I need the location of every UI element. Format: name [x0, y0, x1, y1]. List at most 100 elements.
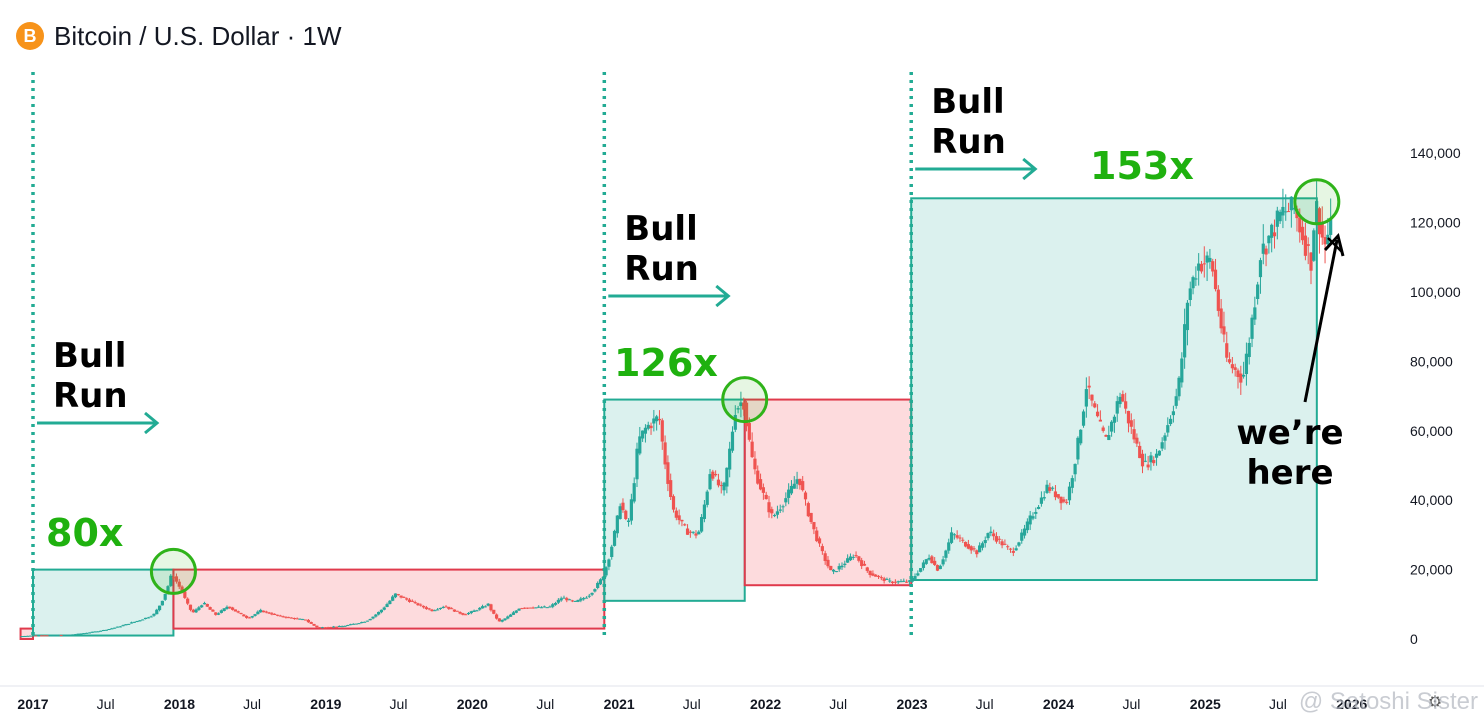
candle-body	[688, 531, 692, 533]
candle-body	[31, 635, 35, 637]
candle-body	[537, 606, 541, 608]
candle-body	[28, 635, 32, 637]
candle-body	[494, 614, 499, 619]
candle-body	[669, 480, 673, 498]
candle-body	[143, 617, 148, 620]
candle-body	[576, 599, 580, 602]
candle-body	[1298, 217, 1302, 233]
candle-body	[42, 635, 47, 637]
candle-body	[216, 613, 221, 615]
candle-body	[441, 606, 445, 608]
candle-body	[1143, 460, 1147, 462]
chart-title: Bitcoin / U.S. Dollar · 1W	[54, 20, 342, 51]
candle-body	[433, 610, 437, 612]
candle-body	[784, 498, 788, 503]
candle-body	[107, 629, 111, 631]
candle-body	[1202, 263, 1206, 265]
candle-body	[427, 608, 431, 610]
candle-body	[62, 634, 66, 636]
candle-body	[1121, 394, 1125, 402]
settings-icon[interactable]: ⚙	[1427, 694, 1443, 711]
y-tick-label: 140,000	[1410, 145, 1461, 161]
candle-body	[1188, 288, 1192, 300]
candle-body	[253, 614, 257, 616]
candle-body	[82, 633, 86, 635]
candle-body	[787, 489, 791, 498]
candle-body	[163, 593, 167, 600]
candle-body	[708, 474, 712, 490]
candle-body	[885, 578, 889, 580]
candle-body	[1208, 257, 1212, 262]
candle-body	[1160, 442, 1164, 449]
candle-body	[76, 633, 80, 635]
candle-body	[360, 622, 364, 624]
candle-body	[357, 623, 361, 625]
candle-body	[649, 425, 653, 429]
candle-body	[1281, 206, 1285, 216]
candle-body	[820, 546, 824, 552]
candle-body	[304, 619, 308, 621]
candle-body	[1227, 359, 1232, 363]
candle-body	[952, 534, 956, 536]
bull-run-label: Run	[624, 249, 699, 289]
candle-body	[660, 420, 664, 442]
candle-body	[127, 623, 131, 625]
candle-body	[1211, 261, 1215, 272]
candle-body	[219, 610, 223, 613]
candle-body	[635, 448, 639, 480]
candle-body	[1107, 435, 1111, 441]
candle-body	[1242, 374, 1246, 377]
candle-body	[1062, 499, 1066, 502]
candle-body	[292, 617, 296, 619]
candle-body	[436, 609, 440, 611]
bull-run-label: Bull	[624, 209, 697, 249]
candle-body	[1079, 429, 1083, 444]
candle-body	[694, 533, 698, 536]
candle-body	[815, 530, 819, 542]
candle-body	[778, 509, 782, 511]
candle-body	[789, 485, 794, 494]
candle-body	[579, 598, 583, 601]
candle-body	[177, 581, 181, 587]
x-tick-label: 2022	[750, 696, 781, 712]
candle-body	[525, 607, 530, 609]
candle-body	[986, 533, 990, 539]
multiplier-label: 80x	[46, 511, 123, 555]
candle-body	[323, 627, 327, 629]
y-tick-label: 20,000	[1410, 562, 1453, 578]
candle-body	[674, 510, 678, 518]
bull-run-label: Run	[53, 376, 128, 416]
candle-body	[612, 530, 617, 546]
candle-body	[157, 605, 162, 611]
candle-body	[37, 635, 41, 637]
candle-body	[1177, 377, 1181, 397]
candle-body	[84, 632, 89, 634]
candle-body	[247, 617, 252, 619]
candle-body	[264, 611, 268, 613]
y-tick-label: 40,000	[1410, 492, 1453, 508]
candle-body	[399, 595, 403, 598]
candle-body	[801, 481, 805, 491]
candle-body	[503, 618, 507, 621]
candle-body	[770, 509, 774, 514]
candle-body	[1205, 255, 1209, 263]
candle-body	[927, 557, 931, 560]
candle-body	[197, 607, 201, 610]
candle-body	[919, 568, 923, 572]
candle-body	[1157, 450, 1161, 456]
candle-body	[584, 597, 589, 599]
bull-run-arrow-head	[144, 411, 160, 435]
candle-body	[1070, 478, 1074, 488]
candle-body	[978, 545, 982, 553]
candle-body	[1197, 263, 1201, 271]
candle-body	[377, 611, 381, 615]
candle-body	[466, 612, 471, 615]
candle-body	[523, 607, 527, 609]
candle-body	[228, 606, 232, 609]
candle-body	[1095, 411, 1100, 417]
peak-circle	[721, 376, 769, 424]
candle-body	[48, 635, 52, 637]
candle-body	[298, 618, 302, 620]
candle-body	[958, 537, 962, 539]
